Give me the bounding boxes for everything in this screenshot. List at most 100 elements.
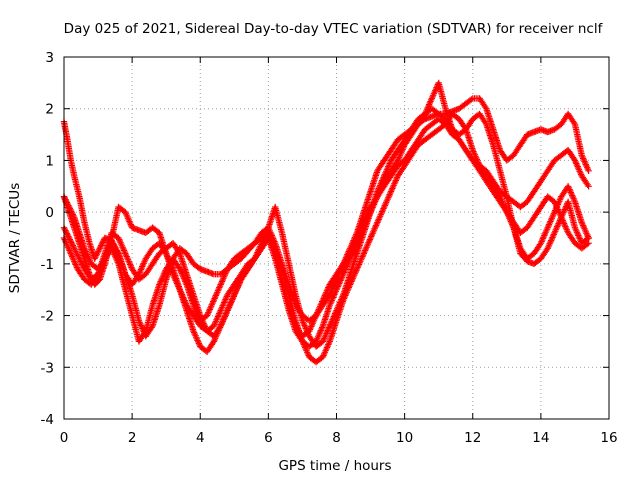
- data-point-marker: [224, 282, 237, 299]
- data-point-marker: [340, 251, 353, 268]
- data-point-marker: [244, 241, 257, 252]
- data-point-marker: [435, 79, 449, 111]
- data-point-marker: [176, 286, 190, 312]
- data-point-marker: [360, 236, 374, 257]
- data-point-marker: [251, 241, 265, 262]
- data-point-marker: [483, 172, 496, 188]
- data-point-marker: [435, 110, 448, 122]
- data-point-marker: [476, 167, 489, 183]
- y-tick-label: -4: [41, 412, 54, 428]
- data-point-marker: [455, 136, 469, 152]
- data-point-marker: [176, 265, 190, 287]
- data-point-marker: [142, 303, 156, 335]
- data-point-marker: [571, 157, 585, 178]
- data-point-marker: [326, 308, 339, 330]
- data-point-marker: [476, 162, 489, 173]
- data-point-marker: [299, 338, 312, 359]
- data-point-marker: [449, 126, 462, 142]
- data-point-marker: [81, 245, 94, 266]
- data-point-marker: [394, 143, 408, 164]
- series-track-b: [60, 79, 592, 350]
- data-point-marker: [381, 158, 394, 180]
- chart-title: Day 025 of 2021, Sidereal Day-to-day VTE…: [64, 21, 604, 37]
- data-point-marker: [285, 260, 299, 297]
- x-tick-label: 16: [600, 430, 617, 446]
- data-point-marker: [558, 214, 571, 235]
- data-point-marker: [135, 329, 148, 345]
- data-point-marker: [169, 240, 182, 256]
- data-point-marker: [503, 193, 516, 204]
- data-point-marker: [217, 267, 230, 288]
- data-point-marker: [231, 272, 244, 288]
- data-point-marker: [415, 127, 428, 143]
- data-point-marker: [374, 174, 387, 195]
- data-point-marker: [312, 339, 325, 350]
- data-point-marker: [490, 188, 503, 204]
- data-point-marker: [564, 110, 578, 126]
- data-point-marker: [455, 115, 469, 132]
- data-point-marker: [149, 251, 162, 268]
- data-point-marker: [115, 234, 128, 256]
- y-tick-label: -1: [41, 257, 54, 273]
- data-point-marker: [381, 148, 394, 164]
- data-point-marker: [278, 276, 292, 307]
- data-point-marker: [401, 127, 414, 143]
- data-point-marker: [237, 262, 251, 278]
- data-point-marker: [578, 241, 591, 252]
- data-point-marker: [585, 183, 592, 190]
- y-tick-label: 1: [45, 153, 54, 169]
- data-point-marker: [272, 250, 285, 281]
- data-point-marker: [190, 291, 203, 318]
- data-point-marker: [483, 105, 496, 131]
- data-point-marker: [312, 298, 326, 319]
- data-point-marker: [272, 203, 285, 235]
- data-point-marker: [517, 132, 530, 149]
- data-point-marker: [340, 272, 353, 299]
- data-point-marker: [585, 167, 592, 174]
- y-tick-label: -3: [41, 360, 54, 376]
- data-point-marker: [503, 208, 516, 225]
- x-tick-label: 4: [196, 430, 205, 446]
- data-point-marker: [64, 136, 74, 162]
- data-point-marker: [244, 257, 257, 273]
- y-tick-label: 2: [45, 102, 54, 118]
- data-point-marker: [217, 308, 230, 330]
- y-tick-label: 3: [45, 50, 54, 66]
- data-point-marker: [394, 132, 407, 143]
- data-point-marker: [537, 246, 550, 262]
- data-point-marker: [285, 302, 299, 328]
- data-point-marker: [462, 146, 475, 163]
- data-point-marker: [387, 158, 400, 174]
- data-point-marker: [353, 231, 367, 257]
- data-point-marker: [156, 267, 169, 288]
- data-point-marker: [326, 272, 339, 288]
- data-point-marker: [108, 229, 121, 241]
- data-point-marker: [183, 307, 197, 333]
- data-point-marker: [76, 193, 88, 224]
- data-point-marker: [326, 288, 339, 309]
- data-point-marker: [94, 251, 108, 278]
- data-point-marker: [564, 183, 578, 204]
- data-point-marker: [510, 224, 524, 250]
- data-point-marker: [217, 293, 230, 314]
- data-point-marker: [428, 105, 441, 117]
- data-point-marker: [490, 177, 503, 194]
- data-point-marker: [76, 229, 88, 250]
- data-point-marker: [387, 163, 400, 180]
- data-point-marker: [578, 235, 591, 247]
- data-point-marker: [564, 229, 578, 245]
- data-point-marker: [408, 122, 421, 138]
- data-point-marker: [367, 220, 380, 242]
- data-point-marker: [346, 251, 360, 278]
- data-point-marker: [183, 281, 197, 307]
- data-point-marker: [346, 267, 360, 288]
- data-point-marker: [544, 210, 557, 231]
- data-point-marker: [360, 189, 374, 216]
- data-point-marker: [428, 127, 441, 138]
- data-point-marker: [455, 101, 468, 112]
- data-point-marker: [442, 121, 455, 137]
- data-point-marker: [517, 199, 530, 211]
- data-point-marker: [190, 327, 203, 349]
